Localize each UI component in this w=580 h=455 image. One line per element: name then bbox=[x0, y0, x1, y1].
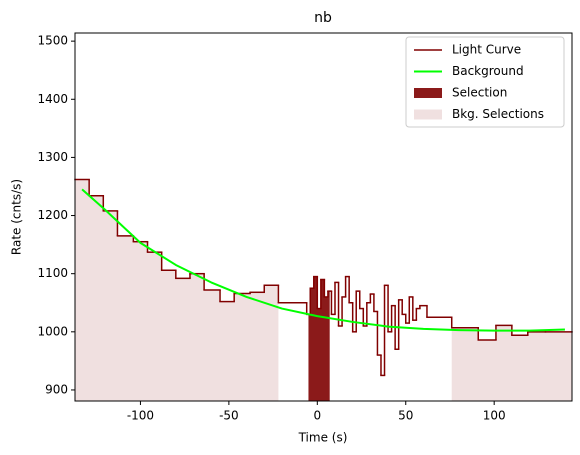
x-axis-label: Time (s) bbox=[298, 431, 348, 445]
plot-frame bbox=[74, 32, 573, 402]
y-tick-label: 1300 bbox=[37, 150, 68, 164]
legend-label: Bkg. Selections bbox=[452, 107, 544, 121]
y-tick-label: 1200 bbox=[37, 208, 68, 222]
legend-swatch bbox=[414, 88, 442, 98]
selection-area bbox=[308, 276, 330, 401]
selection-area bbox=[75, 179, 279, 401]
y-tick-label: 1100 bbox=[37, 266, 68, 280]
y-axis-label: Rate (cnts/s) bbox=[10, 179, 24, 255]
legend-box bbox=[405, 36, 565, 128]
x-tick-label: -100 bbox=[127, 409, 154, 423]
background-line bbox=[81, 188, 565, 332]
x-tick-label: 50 bbox=[398, 409, 413, 423]
y-tick-label: 900 bbox=[45, 382, 68, 396]
x-tick-label: 100 bbox=[483, 409, 506, 423]
y-tick-label: 1400 bbox=[37, 92, 68, 106]
legend-label: Selection bbox=[452, 86, 507, 100]
legend-label: Background bbox=[452, 64, 524, 78]
legend-label: Light Curve bbox=[452, 43, 521, 57]
x-tick-label: -50 bbox=[219, 409, 239, 423]
x-tick-label: 0 bbox=[313, 409, 321, 423]
legend-swatch bbox=[414, 109, 442, 120]
selection-area bbox=[451, 317, 572, 401]
y-tick-label: 1000 bbox=[37, 324, 68, 338]
chart-title: nb bbox=[314, 10, 332, 26]
y-tick-label: 1500 bbox=[37, 34, 68, 48]
